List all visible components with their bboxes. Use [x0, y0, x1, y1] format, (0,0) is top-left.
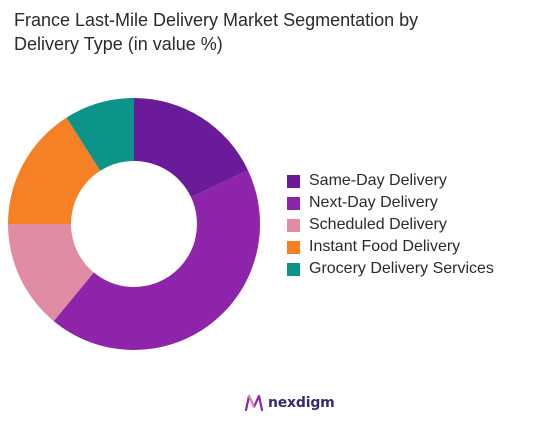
donut-slice-scheduled-delivery: [8, 224, 94, 322]
chart-title: France Last-Mile Delivery Market Segment…: [14, 8, 534, 56]
legend-label: Next-Day Delivery: [309, 194, 438, 211]
chart-legend: Same-Day Delivery Next-Day Delivery Schedu…: [287, 170, 494, 280]
legend-item: Scheduled Delivery: [287, 214, 494, 236]
legend-item: Same-Day Delivery: [287, 170, 494, 192]
nexdigm-logo-icon: [244, 394, 264, 412]
legend-label: Instant Food Delivery: [309, 238, 461, 255]
legend-item: Next-Day Delivery: [287, 192, 494, 214]
donut-slice-same-day-delivery: [134, 98, 249, 198]
legend-label: Scheduled Delivery: [309, 216, 447, 233]
donut-slice-grocery-delivery-services: [66, 98, 134, 171]
donut-slices: [8, 98, 261, 350]
brand-name: nexdigm: [268, 395, 335, 411]
legend-swatch: [287, 262, 300, 276]
legend-item: Instant Food Delivery: [287, 236, 494, 258]
chart-title-line-2: Delivery Type (in value %): [14, 34, 223, 54]
brand-logo: nexdigm: [244, 393, 335, 413]
donut-slice-next-day-delivery: [53, 170, 261, 350]
chart-title-line-1: France Last-Mile Delivery Market Segment…: [14, 10, 419, 30]
legend-swatch: [287, 174, 300, 188]
legend-item: Grocery Delivery Services: [287, 258, 494, 280]
legend-swatch: [287, 218, 300, 232]
legend-swatch: [287, 196, 300, 210]
legend-label: Same-Day Delivery: [309, 172, 447, 189]
donut-slice-instant-food-delivery: [8, 117, 101, 224]
legend-swatch: [287, 240, 300, 254]
legend-label: Grocery Delivery Services: [309, 260, 494, 277]
